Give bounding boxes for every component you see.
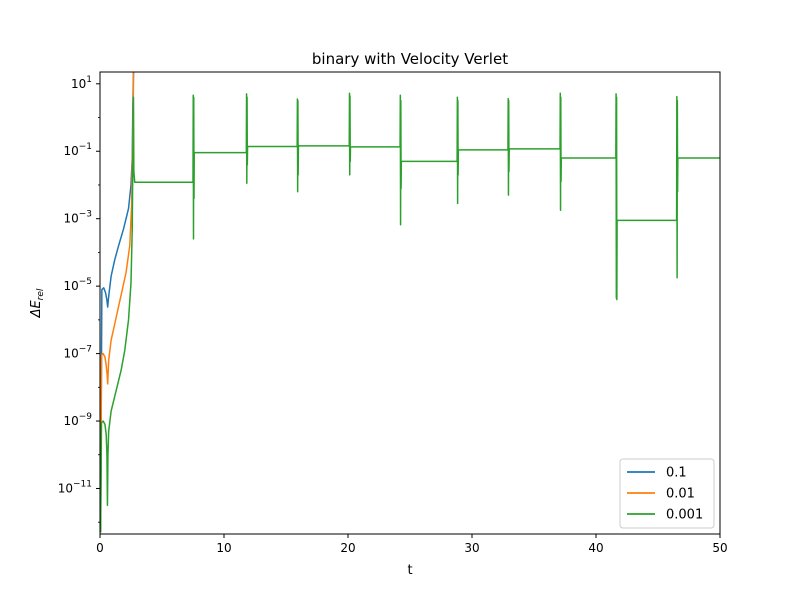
legend-label: 0.1 (666, 466, 687, 481)
legend-label: 0.001 (666, 508, 703, 523)
x-tick-label: 50 (712, 541, 727, 555)
x-axis: 0 10 20 30 40 50 (96, 534, 728, 555)
chart-title: binary with Velocity Verlet (312, 50, 508, 68)
y-axis-label: ΔErel (29, 288, 46, 318)
legend-box (619, 458, 715, 529)
x-tick-label: 10 (216, 541, 231, 555)
series-line-0.001 (100, 92, 720, 533)
y-axis: 10−11 10−9 10−7 10−5 10−3 10−1 101 (58, 75, 100, 523)
plot-frame (99, 71, 721, 535)
y-tick-label: 10−7 (63, 345, 92, 361)
y-tick-label: 10−1 (63, 142, 92, 158)
y-axis-label-main: ΔE (29, 300, 44, 319)
x-tick-label: 0 (96, 541, 104, 555)
x-tick-label: 20 (340, 541, 355, 555)
y-tick-label: 10−9 (63, 412, 92, 428)
y-tick-label: 10−3 (63, 210, 92, 226)
x-tick-label: 40 (588, 541, 603, 555)
y-axis-label-sub: rel (36, 288, 46, 300)
x-axis-label: t (407, 563, 412, 578)
y-tick-label: 10−5 (63, 277, 92, 293)
legend-label: 0.01 (666, 487, 695, 502)
series-layer (100, 72, 720, 533)
y-tick-label: 101 (71, 75, 92, 91)
y-tick-label: 10−11 (58, 479, 92, 495)
x-tick-label: 30 (464, 541, 479, 555)
legend: 0.1 0.01 0.001 (619, 458, 715, 529)
